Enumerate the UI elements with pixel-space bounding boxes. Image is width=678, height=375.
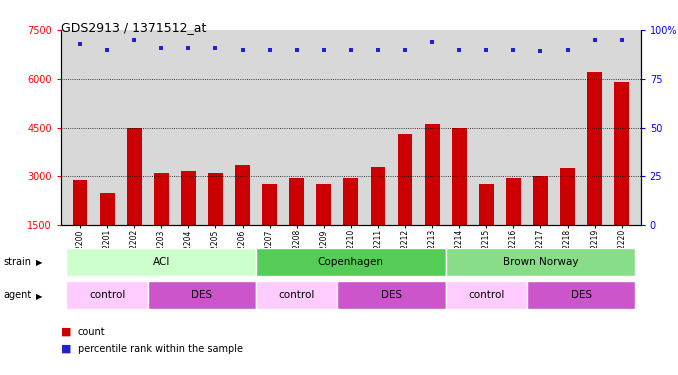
Text: GDS2913 / 1371512_at: GDS2913 / 1371512_at xyxy=(61,21,206,34)
Bar xyxy=(262,184,277,225)
Bar xyxy=(614,82,629,225)
Bar xyxy=(506,178,521,225)
Bar xyxy=(100,192,115,225)
Bar xyxy=(560,168,575,225)
Bar xyxy=(370,166,385,225)
Bar xyxy=(445,281,527,309)
Bar xyxy=(235,165,250,225)
Point xyxy=(426,39,437,45)
Text: control: control xyxy=(468,290,504,300)
Bar xyxy=(290,178,304,225)
Text: ▶: ▶ xyxy=(36,292,43,301)
Bar xyxy=(154,173,169,225)
Point xyxy=(481,46,492,53)
Point xyxy=(102,46,113,53)
Bar xyxy=(127,128,142,225)
Bar xyxy=(66,248,256,276)
Bar xyxy=(208,173,223,225)
Text: ▶: ▶ xyxy=(36,258,43,267)
Bar xyxy=(533,176,548,225)
Text: strain: strain xyxy=(3,257,31,267)
Text: ACI: ACI xyxy=(153,256,170,267)
Point xyxy=(589,37,600,43)
Bar xyxy=(344,178,358,225)
Point xyxy=(319,46,330,53)
Text: ■: ■ xyxy=(61,327,71,337)
Text: ■: ■ xyxy=(61,344,71,354)
Text: percentile rank within the sample: percentile rank within the sample xyxy=(78,344,243,354)
Bar xyxy=(452,128,466,225)
Point xyxy=(535,48,546,54)
Bar xyxy=(445,248,635,276)
Point xyxy=(264,46,275,53)
Bar xyxy=(181,171,196,225)
Bar xyxy=(66,281,148,309)
Text: DES: DES xyxy=(381,290,402,300)
Bar xyxy=(256,281,338,309)
Point xyxy=(129,37,140,43)
Text: control: control xyxy=(279,290,315,300)
Bar xyxy=(73,180,87,225)
Text: Copenhagen: Copenhagen xyxy=(318,256,384,267)
Point xyxy=(508,46,519,53)
Bar xyxy=(479,184,494,225)
Text: Brown Norway: Brown Norway xyxy=(502,256,578,267)
Point xyxy=(399,46,410,53)
Point xyxy=(156,45,167,51)
Point xyxy=(562,46,573,53)
Text: DES: DES xyxy=(571,290,592,300)
Point xyxy=(210,45,221,51)
Bar xyxy=(148,281,256,309)
Point xyxy=(454,46,464,53)
Bar xyxy=(424,124,439,225)
Bar xyxy=(317,184,332,225)
Text: DES: DES xyxy=(191,290,212,300)
Bar xyxy=(397,134,412,225)
Bar xyxy=(256,248,445,276)
Point xyxy=(237,46,248,53)
Bar xyxy=(527,281,635,309)
Text: agent: agent xyxy=(3,291,32,300)
Point xyxy=(345,46,357,53)
Point xyxy=(292,46,302,53)
Bar xyxy=(338,281,445,309)
Point xyxy=(75,40,85,46)
Text: count: count xyxy=(78,327,106,337)
Text: control: control xyxy=(89,290,125,300)
Point xyxy=(183,45,194,51)
Point xyxy=(616,37,627,43)
Point xyxy=(372,46,383,53)
Bar xyxy=(587,72,602,225)
